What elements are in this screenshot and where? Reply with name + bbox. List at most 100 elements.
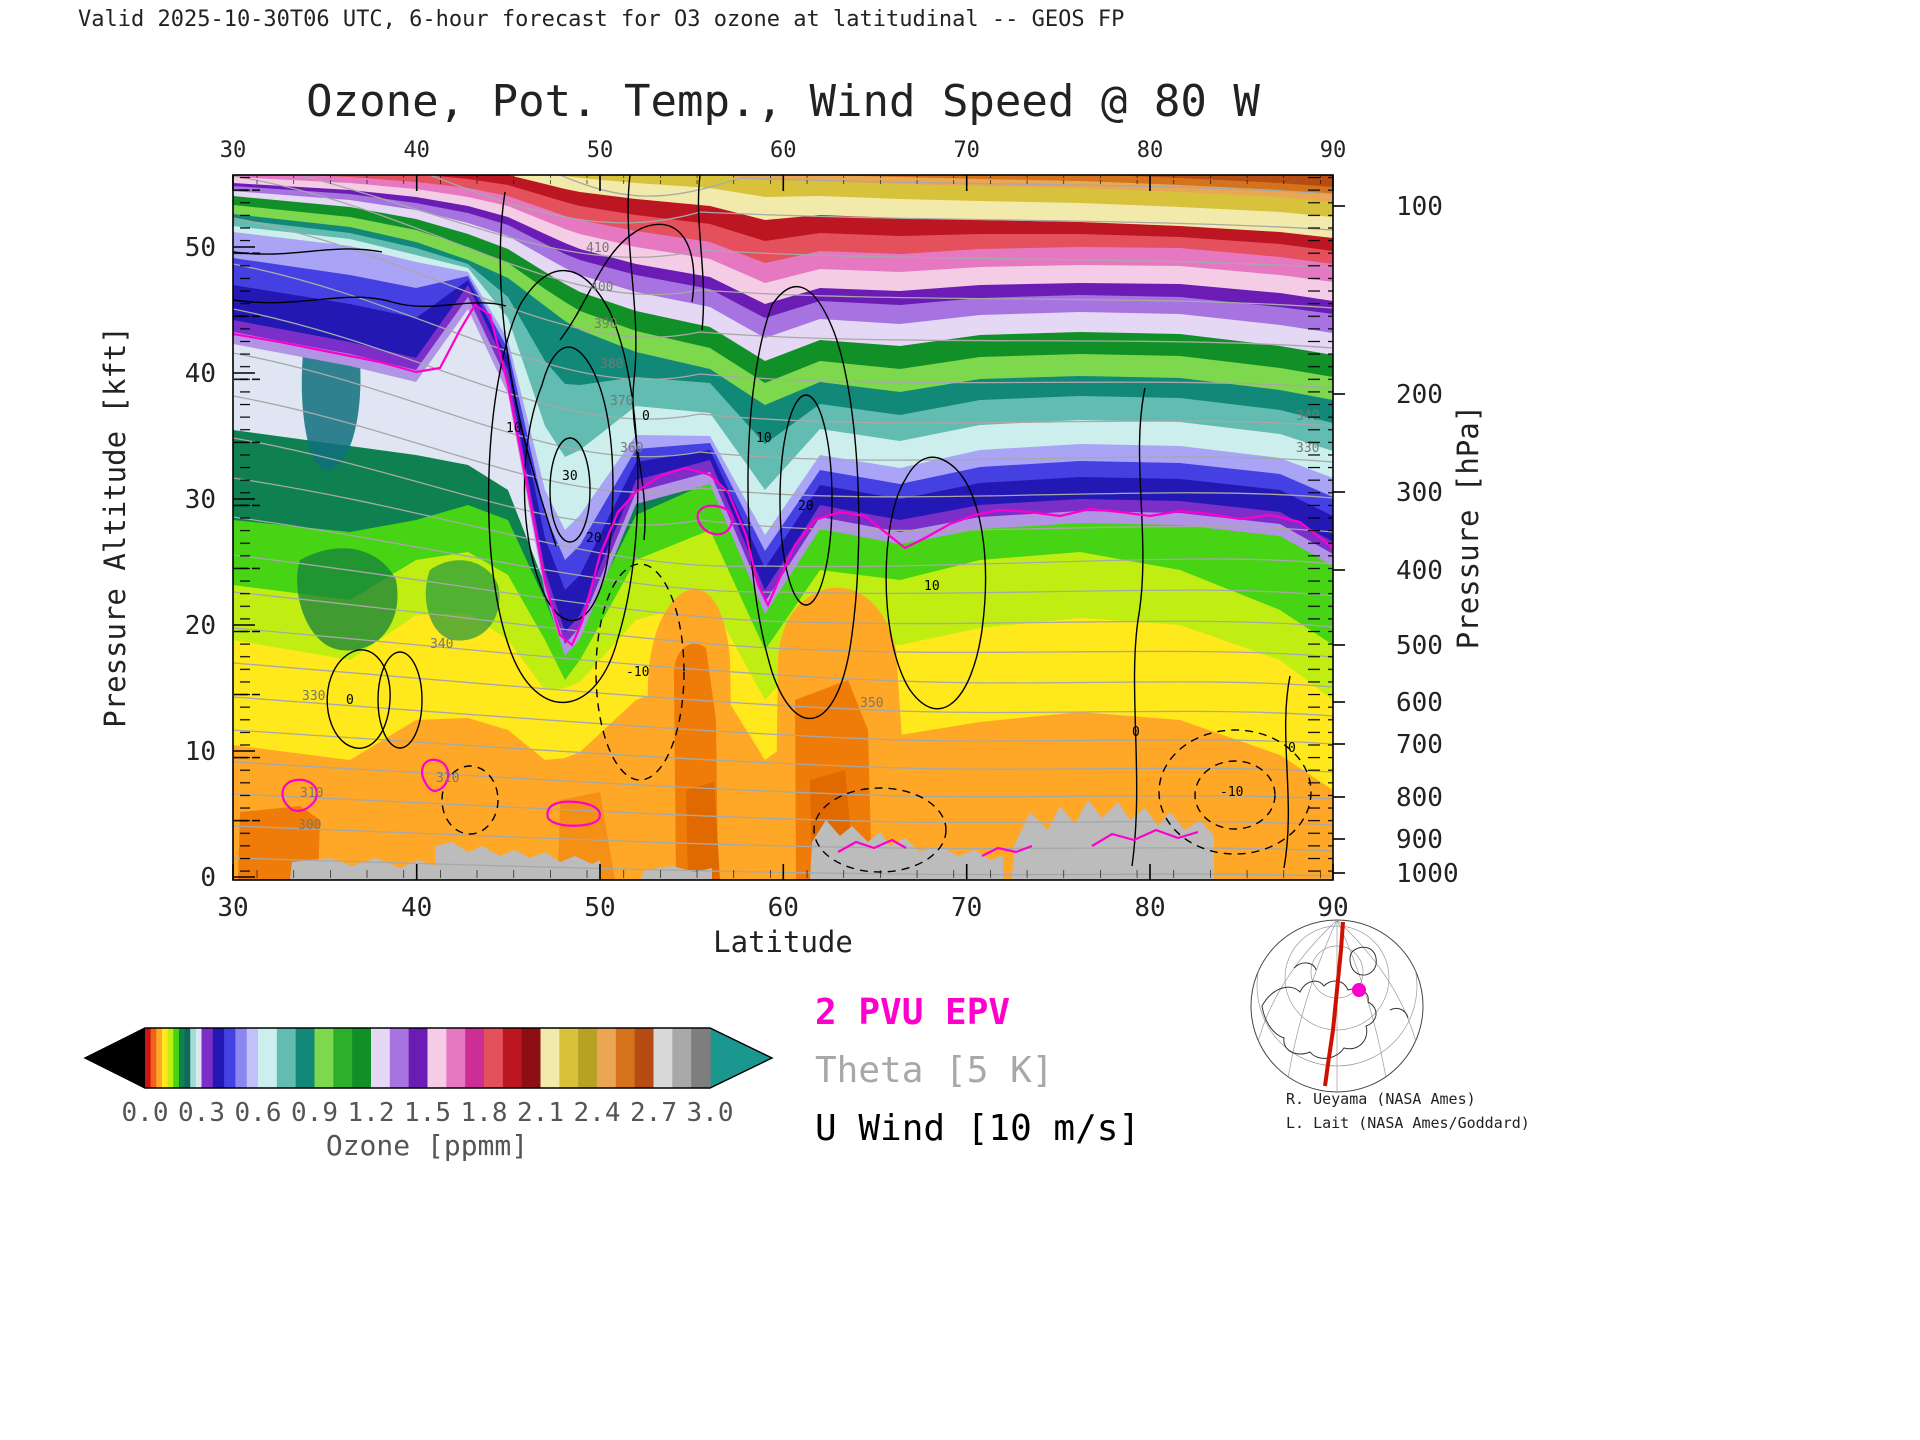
colorbar-stripe [615,1028,636,1088]
valid-time-header: Valid 2025-10-30T06 UTC, 6-hour forecast… [78,7,1124,32]
colorbar-stripes [145,1028,711,1088]
svg-text:80: 80 [1134,893,1165,923]
legend-wind: U Wind [10 m/s] [815,1108,1140,1149]
svg-text:320: 320 [436,771,459,786]
colorbar-stripe [371,1028,391,1088]
colorbar-stripe [173,1028,180,1088]
svg-text:200: 200 [1396,380,1443,410]
ozone-colorbar: 0.0 0.3 0.6 0.9 1.2 1.5 1.8 2.1 2.4 2.7 … [83,1027,774,1162]
svg-text:400: 400 [590,280,613,295]
svg-text:50: 50 [587,138,614,163]
location-map-inset [1250,919,1424,1093]
colorbar-under-arrow [85,1028,145,1088]
svg-text:330: 330 [302,689,325,704]
svg-text:2.7: 2.7 [630,1098,677,1128]
colorbar-stripe [427,1028,448,1088]
svg-text:60: 60 [770,138,797,163]
svg-text:90: 90 [1317,893,1348,923]
svg-text:390: 390 [594,317,617,332]
svg-text:800: 800 [1396,783,1443,813]
svg-text:40: 40 [403,138,430,163]
svg-text:380: 380 [600,357,623,372]
colorbar-stripe [389,1028,410,1088]
svg-text:50: 50 [584,893,615,923]
colorbar-over-arrow [710,1028,772,1088]
svg-text:20: 20 [798,499,814,514]
svg-text:0.6: 0.6 [235,1098,282,1128]
colorbar-stripe [224,1028,237,1088]
overlay-legend: 2 PVU EPV Theta [5 K] U Wind [10 m/s] [815,992,1140,1149]
svg-text:1.2: 1.2 [348,1098,395,1128]
svg-text:310: 310 [300,786,323,801]
colorbar-stripe [314,1028,335,1088]
svg-text:300: 300 [1396,478,1443,508]
svg-text:10: 10 [756,431,772,446]
credit-line-1: R. Ueyama (NASA Ames) [1286,1090,1476,1108]
x-axis-top-tick-labels: 30 40 50 60 70 80 90 [220,138,1347,163]
colorbar-stripe [161,1028,169,1088]
wind-contour-labels: 10 30 20 0 -10 10 20 10 0 -10 0 0 [346,409,1296,800]
svg-text:1000: 1000 [1396,859,1459,889]
colorbar-stripe [178,1028,186,1088]
colorbar-stripe [484,1028,504,1088]
svg-text:1.5: 1.5 [404,1098,451,1128]
svg-text:100: 100 [1396,192,1443,222]
x-axis-label: Latitude [713,925,853,959]
credit-line-2: L. Lait (NASA Ames/Goddard) [1286,1114,1530,1132]
svg-text:400: 400 [1396,556,1443,586]
colorbar-stripe [190,1028,197,1088]
colorbar-stripe [212,1028,225,1088]
colorbar-tick-labels: 0.0 0.3 0.6 0.9 1.2 1.5 1.8 2.1 2.4 2.7 … [122,1098,734,1128]
colorbar-stripe [195,1028,203,1088]
svg-text:10: 10 [924,579,940,594]
map-location-dot [1352,983,1366,997]
svg-text:-10: -10 [1220,785,1243,800]
legend-epv: 2 PVU EPV [815,992,1010,1033]
colorbar-stripe [634,1028,655,1088]
x-axis-tick-labels: 30 40 50 60 70 80 90 [217,893,1348,923]
svg-text:0.3: 0.3 [178,1098,225,1128]
svg-text:0: 0 [346,693,354,708]
svg-text:10: 10 [506,421,522,436]
map-coastlines [1261,946,1409,1059]
svg-text:2.4: 2.4 [574,1098,621,1128]
colorbar-stripe [352,1028,372,1088]
svg-text:0: 0 [642,409,650,424]
svg-text:1.8: 1.8 [461,1098,508,1128]
svg-text:30: 30 [185,485,216,515]
colorbar-stripe [559,1028,579,1088]
svg-text:0: 0 [1288,741,1296,756]
svg-text:410: 410 [586,241,609,256]
svg-text:900: 900 [1396,825,1443,855]
plot-axes: 30 40 50 60 70 80 90 30 40 50 60 70 80 9… [98,138,1485,959]
svg-text:340: 340 [430,637,453,652]
colorbar-stripe [184,1028,191,1088]
colorbar-stripe [156,1028,163,1088]
svg-text:30: 30 [217,893,248,923]
y-right-tick-labels: 100 200 300 400 500 600 700 800 900 1000 [1396,192,1459,889]
svg-text:600: 600 [1396,688,1443,718]
svg-text:500: 500 [1396,631,1443,661]
svg-text:50: 50 [185,233,216,263]
svg-text:20: 20 [586,531,602,546]
colorbar-stripe [540,1028,561,1088]
colorbar-stripe [145,1028,152,1088]
svg-text:10: 10 [185,737,216,767]
colorbar-stripe [672,1028,692,1088]
colorbar-stripe [408,1028,429,1088]
colorbar-stripe [465,1028,485,1088]
svg-text:350: 350 [860,696,883,711]
svg-text:370: 370 [610,394,633,409]
svg-text:30: 30 [220,138,247,163]
svg-text:3.0: 3.0 [687,1098,734,1128]
svg-text:2.1: 2.1 [517,1098,564,1128]
y-right-axis-label: Pressure [hPa] [1451,405,1485,649]
colorbar-stripe [167,1028,174,1088]
svg-text:360: 360 [620,441,643,456]
colorbar-stripe [246,1028,259,1088]
svg-text:70: 70 [953,138,980,163]
svg-text:60: 60 [768,893,799,923]
svg-text:30: 30 [562,469,578,484]
y-left-axis-label: Pressure Altitude [kft] [98,326,132,728]
colorbar-stripe [521,1028,542,1088]
